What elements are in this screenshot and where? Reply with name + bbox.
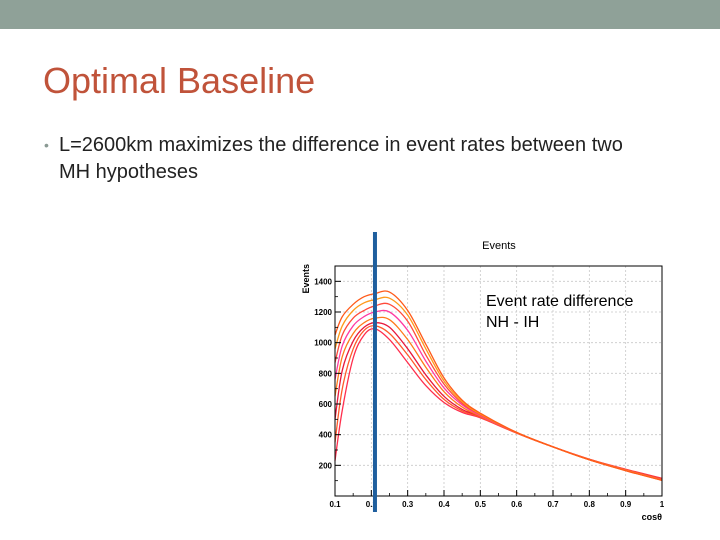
x-tick-label: 0.3 <box>402 500 414 509</box>
y-tick-label: 1200 <box>314 308 332 317</box>
chart-annotation: Event rate difference NH - IH <box>486 291 633 333</box>
x-tick-label: 0.8 <box>584 500 596 509</box>
x-tick-label: 0.7 <box>547 500 559 509</box>
plot-container: 0.1 0.2 0.3 0.4 0.5 0.6 0.7 0.8 0.9 1 200 400 600 800… <box>300 224 672 529</box>
events-chart: 0.1 0.2 0.3 0.4 0.5 0.6 0.7 0.8 0.9 1200400600800… <box>300 224 672 524</box>
bullet-text: L=2600km maximizes the difference in eve… <box>59 134 623 183</box>
y-tick-label: 400 <box>319 431 333 440</box>
y-tick-label: 1000 <box>314 339 332 348</box>
y-tick-label: 800 <box>319 369 333 378</box>
x-tick-label: 0.4 <box>438 500 450 509</box>
chart-background <box>300 232 672 524</box>
x-tick-label: 0.6 <box>511 500 523 509</box>
y-axis-label: Events <box>301 264 311 294</box>
series-line <box>334 290 663 482</box>
series-lines <box>334 290 663 482</box>
axis-ticks: 0.1 0.2 0.3 0.4 0.5 0.6 0.7 0.8 0.9 1200400600800… <box>314 277 665 509</box>
y-tick-label: 600 <box>319 400 333 409</box>
annotation-line-1: Event rate difference <box>486 293 634 310</box>
annotation-line-2: NH - IH <box>486 314 540 331</box>
x-tick-label: 0.5 <box>475 500 487 509</box>
x-axis-label: cosθ <box>642 512 663 522</box>
x-tick-label: 1 <box>660 500 665 509</box>
x-tick-label: 0.1 <box>329 500 341 509</box>
x-tick-label: 0.2 <box>366 500 378 509</box>
x-tick-label: 0.9 <box>620 500 632 509</box>
slide-title: Optimal Baseline <box>43 60 316 101</box>
top-band <box>0 0 720 29</box>
y-tick-label: 200 <box>319 461 333 470</box>
chart-title: Events <box>482 240 516 252</box>
y-tick-label: 1400 <box>314 277 332 286</box>
bullet-item: • L=2600km maximizes the difference in e… <box>44 132 644 186</box>
bullet-dot-icon: • <box>44 137 49 153</box>
